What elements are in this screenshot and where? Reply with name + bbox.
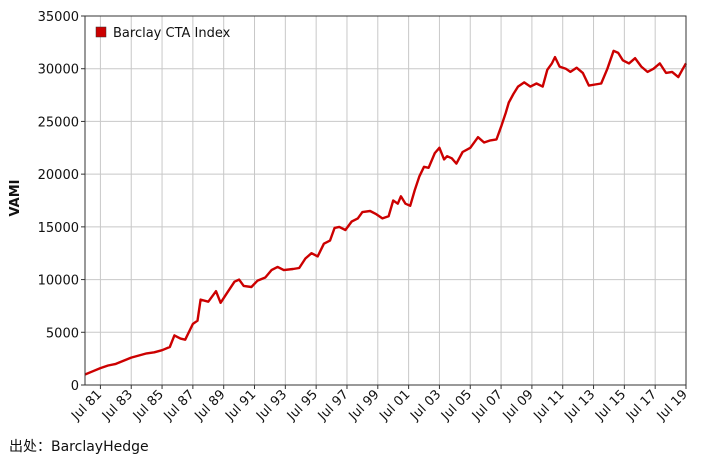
x-tick-label: Jul 87 bbox=[161, 387, 198, 424]
x-tick-label: Jul 99 bbox=[346, 387, 383, 424]
x-tick-label: Jul 91 bbox=[222, 387, 259, 424]
source-note: 出处：BarclayHedge bbox=[9, 439, 149, 455]
x-tick-label: Jul 13 bbox=[561, 387, 598, 424]
plot-border bbox=[84, 15, 687, 386]
y-axis-ticks: 0 5000 10000 15000 20000 25000 30000 35000 bbox=[38, 10, 85, 394]
legend: Barclay CTA Index bbox=[95, 26, 231, 41]
x-tick-label: Jul 07 bbox=[469, 387, 506, 424]
x-tick-label: Jul 01 bbox=[376, 387, 413, 424]
legend-swatch bbox=[95, 26, 107, 38]
y-tick-label: 0 bbox=[71, 379, 79, 394]
x-tick-label: Jul 17 bbox=[623, 387, 660, 424]
y-tick-label: 20000 bbox=[38, 168, 79, 183]
x-tick-label: Jul 09 bbox=[500, 387, 537, 424]
grid bbox=[85, 15, 687, 386]
x-tick-label: Jul 19 bbox=[654, 387, 691, 424]
y-tick-label: 10000 bbox=[38, 274, 79, 289]
plot-area bbox=[85, 16, 686, 385]
y-tick-label: 25000 bbox=[38, 115, 79, 130]
series-line-0 bbox=[84, 49, 688, 376]
x-tick-label: Jul 97 bbox=[315, 387, 352, 424]
y-axis-label: VAMI bbox=[8, 179, 23, 216]
y-tick-label: 5000 bbox=[46, 326, 79, 341]
y-tick-label: 30000 bbox=[38, 63, 79, 78]
x-tick-label: Jul 85 bbox=[130, 387, 167, 424]
y-tick-label: 35000 bbox=[38, 10, 79, 25]
x-tick-label: Jul 95 bbox=[284, 387, 321, 424]
x-tick-label: Jul 03 bbox=[407, 387, 444, 424]
series-layer bbox=[84, 49, 688, 376]
x-tick-label: Jul 83 bbox=[99, 387, 136, 424]
legend-label: Barclay CTA Index bbox=[113, 26, 231, 41]
y-tick-label: 15000 bbox=[38, 221, 79, 236]
x-tick-label: Jul 11 bbox=[531, 387, 568, 424]
x-tick-label: Jul 93 bbox=[253, 387, 290, 424]
x-tick-label: Jul 89 bbox=[191, 387, 228, 424]
x-tick-label: Jul 15 bbox=[592, 387, 629, 424]
x-tick-label: Jul 05 bbox=[438, 387, 475, 424]
